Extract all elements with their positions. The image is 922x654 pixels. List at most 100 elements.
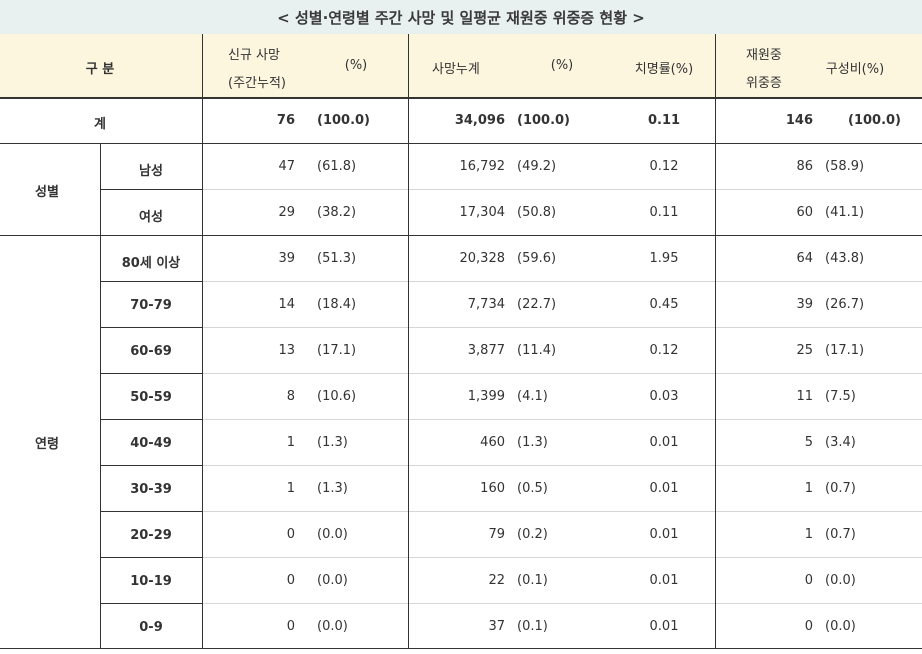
cumulative-pct: (0.1) (517, 619, 548, 634)
cumulative-pct: (4.1) (517, 389, 548, 404)
cumulative-pct: (0.2) (517, 527, 548, 542)
severe-count: 11 (796, 389, 813, 404)
divider-subgroup (100, 144, 101, 649)
row-label: 남성 (139, 164, 163, 179)
sex-bottom-border (0, 235, 922, 236)
row-separator (202, 511, 922, 512)
label-separator (100, 419, 202, 420)
label-separator (100, 373, 202, 374)
total-severe: 146 (785, 113, 813, 128)
severe-pct: (43.8) (825, 251, 865, 266)
fatality-rate: 1.95 (649, 251, 679, 266)
divider-after-new (408, 34, 409, 649)
total-bottom-border (0, 143, 922, 144)
new-deaths-pct: (0.0) (317, 619, 348, 634)
severe-pct: (17.1) (825, 343, 865, 358)
severe-count: 1 (804, 481, 813, 496)
severe-count: 39 (796, 297, 813, 312)
sex-group-label: 성별 (35, 185, 59, 200)
new-deaths-pct: (61.8) (317, 159, 357, 174)
new-deaths: 13 (278, 343, 295, 358)
cumulative-pct: (1.3) (517, 435, 548, 450)
cumulative-deaths: 17,304 (459, 205, 506, 220)
total-cum-pct: (100.0) (517, 113, 571, 128)
cumulative-deaths: 1,399 (467, 389, 505, 404)
total-fatality: 0.11 (647, 113, 681, 128)
severe-pct: (0.7) (825, 481, 856, 496)
fatality-rate: 0.12 (649, 343, 679, 358)
severe-pct: (7.5) (825, 389, 856, 404)
row-separator (202, 465, 922, 466)
header-new-deaths-weekly: (주간누적) (228, 76, 286, 91)
new-deaths: 47 (278, 159, 295, 174)
new-deaths: 0 (286, 527, 295, 542)
fatality-rate: 0.01 (649, 527, 679, 542)
fatality-rate: 0.01 (649, 573, 679, 588)
header-new-deaths: 신규 사망 (228, 48, 280, 63)
new-deaths-pct: (0.0) (317, 527, 348, 542)
row-label: 60-69 (130, 344, 172, 359)
label-separator (100, 465, 202, 466)
new-deaths-pct: (17.1) (317, 343, 357, 358)
severe-count: 0 (804, 619, 813, 634)
severe-count: 86 (796, 159, 813, 174)
severe-count: 0 (804, 573, 813, 588)
header-severe-line2: 위중증 (746, 76, 782, 91)
header-category: 구 분 (85, 62, 115, 77)
label-separator (100, 603, 202, 604)
divider-after-label (202, 34, 203, 649)
header-severe: 재원중 (746, 48, 782, 63)
new-deaths: 1 (286, 481, 295, 496)
fatality-rate: 0.01 (649, 435, 679, 450)
cumulative-pct: (22.7) (517, 297, 557, 312)
severe-pct: (0.0) (825, 619, 856, 634)
new-deaths: 39 (278, 251, 295, 266)
row-separator (202, 373, 922, 374)
new-deaths: 29 (278, 205, 295, 220)
severe-count: 5 (804, 435, 813, 450)
cumulative-pct: (11.4) (517, 343, 557, 358)
row-label: 30-39 (130, 482, 172, 497)
row-label: 0-9 (139, 620, 163, 635)
cumulative-pct: (49.2) (517, 159, 557, 174)
new-deaths: 1 (286, 435, 295, 450)
new-deaths: 0 (286, 573, 295, 588)
new-deaths-pct: (10.6) (317, 389, 357, 404)
total-label: 계 (94, 117, 106, 132)
severe-pct: (41.1) (825, 205, 865, 220)
label-separator (100, 189, 202, 190)
severe-count: 25 (796, 343, 813, 358)
row-label: 20-29 (130, 528, 172, 543)
severe-count: 60 (796, 205, 813, 220)
cumulative-pct: (50.8) (517, 205, 557, 220)
label-separator (100, 511, 202, 512)
row-separator (202, 557, 922, 558)
severe-pct: (26.7) (825, 297, 865, 312)
total-cum: 34,096 (454, 113, 505, 128)
new-deaths-pct: (0.0) (317, 573, 348, 588)
fatality-rate: 0.01 (649, 619, 679, 634)
header-new-deaths-pct: (%) (344, 58, 368, 73)
new-deaths: 8 (286, 389, 295, 404)
row-label: 50-59 (130, 390, 172, 405)
fatality-rate: 0.45 (649, 297, 679, 312)
header-cumulative-pct: (%) (550, 58, 574, 73)
severe-pct: (3.4) (825, 435, 856, 450)
age-group-label: 연령 (35, 437, 59, 452)
new-deaths-pct: (1.3) (317, 481, 348, 496)
total-new: 76 (276, 113, 295, 128)
cumulative-deaths: 7,734 (467, 297, 505, 312)
cumulative-pct: (0.1) (517, 573, 548, 588)
cumulative-pct: (59.6) (517, 251, 557, 266)
cumulative-deaths: 460 (480, 435, 505, 450)
row-separator (202, 419, 922, 420)
header-cumulative-deaths: 사망누계 (432, 62, 480, 77)
header-composition: 구성비(%) (825, 62, 885, 77)
severe-pct: (58.9) (825, 159, 865, 174)
total-severe-pct: (100.0) (848, 113, 902, 128)
cumulative-deaths: 79 (488, 527, 505, 542)
table-bottom-border (0, 648, 922, 649)
row-label: 70-79 (130, 298, 172, 313)
fatality-rate: 0.01 (649, 481, 679, 496)
divider-after-fatality (715, 34, 716, 649)
